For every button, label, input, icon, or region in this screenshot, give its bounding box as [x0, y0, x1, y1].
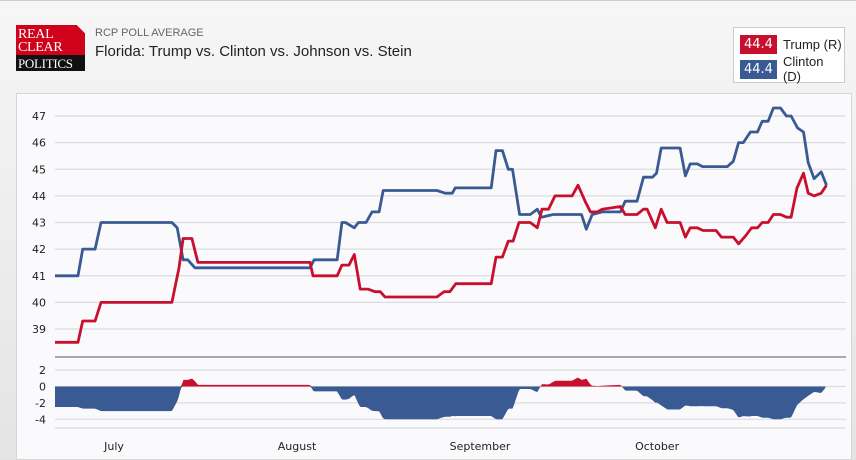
legend-name-trump: Trump (R)	[782, 36, 842, 52]
legend: 44.4 Trump (R) 44.4 Clinton (D)	[733, 27, 845, 84]
legend-value-clinton: 44.4	[740, 59, 777, 79]
main-lines	[55, 106, 828, 344]
spread-y-tick-label: 2	[39, 364, 46, 377]
trump-line	[55, 171, 828, 344]
chart-title[interactable]: Florida: Trump vs. Clinton vs. Johnson v…	[95, 43, 412, 60]
rcp-logo[interactable]: REAL CLEAR POLITICS	[16, 25, 85, 71]
y-tick-label: 43	[32, 217, 46, 230]
logo-line-2: CLEAR	[18, 40, 63, 55]
x-tick-label-august: August	[278, 440, 317, 453]
y-tick-label: 44	[32, 190, 46, 203]
clinton-line	[55, 106, 828, 278]
legend-name-clinton: Clinton (D)	[782, 54, 824, 84]
main-grid	[55, 115, 846, 429]
logo-red-block	[16, 25, 85, 55]
y-tick-label: 46	[32, 137, 46, 150]
spread-y-tick-label: -4	[35, 413, 46, 426]
x-axis-months: July August September October	[103, 440, 679, 453]
y-tick-label: 40	[32, 296, 46, 309]
y-tick-label: 47	[32, 110, 46, 123]
chart-subtitle: RCP POLL AVERAGE	[95, 27, 204, 39]
y-tick-label: 45	[32, 163, 46, 176]
x-tick-label-july: July	[103, 440, 124, 453]
logo-black-block	[16, 55, 85, 71]
y-tick-label: 39	[32, 323, 46, 336]
spread-area-clinton	[55, 386, 826, 420]
main-y-ticks: 39 40 41 42 43 44 45 46 47 2 0 -2 -4	[32, 110, 46, 426]
y-tick-label: 42	[32, 243, 46, 256]
legend-item-trump[interactable]: 44.4 Trump (R)	[740, 34, 842, 54]
logo-line-1: REAL	[18, 27, 54, 42]
legend-value-trump: 44.4	[740, 34, 777, 54]
spread-y-tick-label: 0	[39, 381, 46, 394]
logo-line-3: POLITICS	[18, 56, 73, 71]
legend-item-clinton[interactable]: 44.4 Clinton (D)	[740, 54, 844, 84]
spread-panel	[55, 377, 826, 420]
spread-area-trump	[55, 377, 826, 387]
y-tick-label: 41	[32, 270, 46, 283]
x-tick-label-october: October	[635, 440, 679, 453]
x-tick-label-september: September	[450, 440, 511, 453]
spread-y-tick-label: -2	[35, 397, 46, 410]
